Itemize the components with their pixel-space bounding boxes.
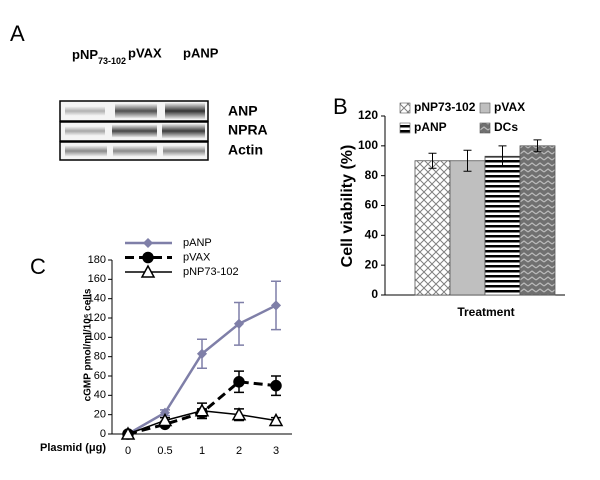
legend-label: pNP73-102 (183, 266, 239, 278)
y-tick-label: 100 (88, 331, 106, 343)
y-tick-label: 80 (94, 351, 106, 363)
panel-label: C (30, 254, 46, 279)
column-label: pNP73-102 (72, 47, 126, 66)
column-label: pANP (183, 45, 219, 60)
legend-label: pANP (414, 120, 447, 134)
error-bar (463, 149, 472, 172)
y-tick-label: 0 (371, 287, 378, 301)
row-label: Actin (228, 142, 263, 158)
row-label: NPRA (228, 122, 268, 138)
y-tick-label: 40 (94, 389, 106, 401)
legend-marker (142, 237, 154, 249)
row-label: ANP (228, 103, 258, 119)
y-tick-label: 0 (100, 428, 106, 440)
y-tick-label: 100 (358, 138, 378, 152)
error-bar (533, 139, 542, 153)
marker (233, 376, 245, 388)
error-bar (428, 152, 437, 169)
y-tick-label: 160 (88, 273, 106, 285)
bar (449, 160, 486, 296)
x-tick-label: 2 (236, 445, 242, 457)
panel-label: A (10, 21, 25, 46)
legend-marker (142, 251, 154, 264)
marker (196, 348, 208, 359)
x-tick-label: 0.5 (157, 445, 172, 457)
error-bar (498, 145, 507, 168)
marker (231, 407, 247, 421)
x-tick-label: 3 (273, 445, 279, 457)
y-tick-label: 180 (88, 254, 106, 266)
column-label-text: pNP (72, 47, 98, 62)
y-tick-label: 120 (358, 108, 378, 122)
marker (233, 318, 245, 329)
legend-swatch (479, 122, 491, 134)
legend-label: pANP (183, 237, 212, 249)
marker (157, 412, 173, 427)
y-tick-label: 140 (88, 293, 106, 305)
legend-label: pVAX (183, 251, 211, 263)
x-tick-label: 1 (199, 445, 205, 457)
y-axis-title: Cell viability (%) (339, 145, 356, 268)
y-tick-label: 60 (94, 370, 106, 382)
marker (268, 412, 284, 427)
y-axis-title: cGMP pmol/ml/10⁶ cells (83, 288, 94, 401)
x-axis-title: Treatment (457, 305, 514, 319)
column-label: pVAX (128, 45, 162, 60)
x-tick-label: 0 (125, 445, 131, 457)
y-tick-label: 80 (365, 168, 379, 182)
marker (120, 426, 136, 440)
panel-label: B (333, 94, 348, 119)
legend-swatch (479, 102, 491, 114)
y-tick-label: 20 (94, 409, 106, 421)
blot (59, 100, 209, 161)
x-axis-title: Plasmid (μg) (40, 442, 106, 454)
legend-label: DCs (494, 120, 518, 134)
legend-swatch (399, 102, 411, 114)
y-tick-label: 40 (365, 228, 379, 242)
bar (484, 155, 521, 296)
marker (270, 300, 282, 311)
legend-label: pVAX (494, 100, 525, 114)
bar (519, 145, 556, 296)
legend-marker (140, 264, 156, 278)
y-tick-label: 120 (88, 312, 106, 324)
y-tick-label: 60 (365, 198, 379, 212)
bar (414, 160, 451, 296)
legend-swatch (399, 122, 411, 134)
marker (194, 403, 210, 417)
legend-label: pNP73-102 (414, 100, 476, 114)
marker (270, 379, 282, 392)
column-label-subscript: 73-102 (98, 56, 126, 66)
y-tick-label: 20 (365, 257, 379, 271)
